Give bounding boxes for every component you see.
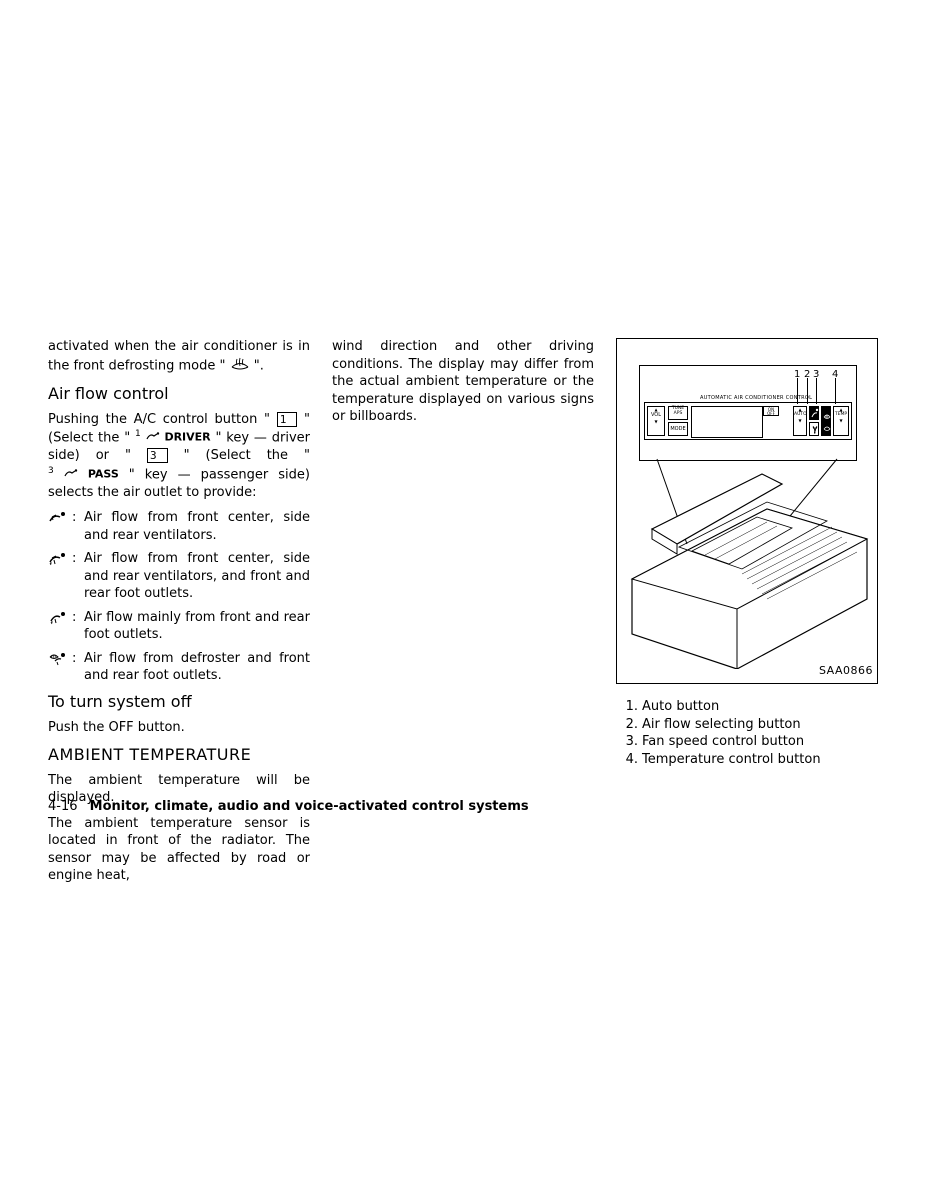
btn-onoff: ON OFF	[763, 406, 779, 416]
colon: :	[72, 650, 84, 685]
leader-3	[816, 378, 817, 404]
legend-n-2: 2.	[616, 716, 642, 734]
mode-inline-icon-1	[146, 429, 160, 447]
off-text: Push the OFF button.	[48, 719, 310, 737]
figure-box: 1 2 3 4 AUTOMATIC AIR CONDITIONER CONTRO…	[616, 338, 878, 684]
panel-screen	[691, 406, 763, 438]
ambient-p2: The ambient temperature sensor is locate…	[48, 815, 310, 885]
btn-vol: ▲ VOL ▼	[647, 406, 665, 436]
btn-onoff-label: ON OFF	[764, 408, 778, 416]
heading-ambient: AMBIENT TEMPERATURE	[48, 744, 310, 766]
callout-panel: 1 2 3 4 AUTOMATIC AIR CONDITIONER CONTRO…	[639, 365, 857, 461]
intro-text-a: activated when the air conditioner is in…	[48, 339, 310, 373]
flow-text-4: Air flow from defroster and front and re…	[84, 650, 310, 685]
legend-n-3: 3.	[616, 733, 642, 751]
page-number: 4-16	[48, 799, 78, 814]
flow-item-3: : Air flow mainly from front and rear fo…	[48, 609, 310, 644]
page-footer: 4-16 Monitor, climate, audio and voice-a…	[48, 798, 529, 816]
colon: :	[72, 550, 84, 603]
intro-text-b: ".	[254, 358, 264, 373]
legend-n-4: 4.	[616, 751, 642, 769]
legend-t-1: Auto button	[642, 698, 719, 716]
legend-row-4: 4.Temperature control button	[616, 751, 878, 769]
legend-row-2: 2.Air flow selecting button	[616, 716, 878, 734]
flow-text-2: Air flow from front center, side and rea…	[84, 550, 310, 603]
panel-title: AUTOMATIC AIR CONDITIONER CONTROL	[700, 395, 812, 402]
legend-t-2: Air flow selecting button	[642, 716, 801, 734]
btn-mode-label: MODE	[669, 423, 687, 433]
section-title: Monitor, climate, audio and voice-activa…	[90, 799, 529, 814]
btn-defrost	[821, 406, 831, 436]
flow-icon-defrost-foot	[48, 650, 72, 685]
figure-code: SAA0866	[819, 664, 873, 679]
driver-label: DRIVER	[164, 431, 210, 444]
airflow-list: : Air flow from front center, side and r…	[48, 509, 310, 685]
airflow-txt-d: " (Select the "	[168, 448, 310, 463]
figure-legend: 1.Auto button 2.Air flow selecting butto…	[616, 698, 878, 768]
legend-row-1: 1.Auto button	[616, 698, 878, 716]
btn-tune: TUNE APS	[668, 406, 688, 420]
defrost-icon	[230, 356, 250, 376]
column-3: 1 2 3 4 AUTOMATIC AIR CONDITIONER CONTRO…	[616, 338, 878, 885]
flow-icon-foot	[48, 609, 72, 644]
btn-fan	[809, 422, 819, 436]
btn-auto: ▲ AUTO ▼	[793, 406, 807, 436]
flow-text-3: Air flow mainly from front and rear foot…	[84, 609, 310, 644]
btn-vol-label: VOL	[648, 412, 664, 419]
colon: :	[72, 509, 84, 544]
mode-inline-icon-2	[64, 466, 78, 484]
legend-t-3: Fan speed control button	[642, 733, 804, 751]
legend-n-1: 1.	[616, 698, 642, 716]
heading-off: To turn system off	[48, 691, 310, 713]
flow-item-2: : Air flow from front center, side and r…	[48, 550, 310, 603]
btn-mode: MODE	[668, 422, 688, 436]
panel-body: ▲ VOL ▼ TUNE APS MODE	[644, 402, 852, 440]
sup-1: 1	[135, 429, 141, 439]
box-3: 3	[147, 448, 168, 463]
flow-icon-bilevel	[48, 550, 72, 603]
heading-airflow: Air flow control	[48, 383, 310, 405]
airflow-paragraph-2: 3 PASS " key — passenger side) selects t…	[48, 465, 310, 501]
box-1: 1	[277, 412, 298, 427]
airflow-txt-a: Pushing the A/C control button "	[48, 412, 277, 427]
flow-icon-face	[48, 509, 72, 544]
leader-4	[835, 378, 836, 404]
col2-para: wind direction and other driving conditi…	[332, 338, 594, 426]
flow-item-4: : Air flow from defroster and front and …	[48, 650, 310, 685]
legend-t-4: Temperature control button	[642, 751, 821, 769]
legend-row-3: 3.Fan speed control button	[616, 733, 878, 751]
intro-paragraph: activated when the air conditioner is in…	[48, 338, 310, 375]
btn-airflow	[809, 406, 819, 420]
flow-text-1: Air flow from front center, side and rea…	[84, 509, 310, 544]
flow-item-1: : Air flow from front center, side and r…	[48, 509, 310, 544]
sup-3: 3	[48, 466, 54, 476]
console-drawing	[617, 469, 877, 669]
colon: :	[72, 609, 84, 644]
airflow-paragraph: Pushing the A/C control button " 1 " (Se…	[48, 411, 310, 465]
btn-temp: ▲ TEMP ▼	[833, 406, 849, 436]
page: activated when the air conditioner is in…	[0, 0, 927, 1200]
btn-tune-label: TUNE APS	[669, 407, 687, 416]
pass-label: PASS	[88, 467, 119, 480]
